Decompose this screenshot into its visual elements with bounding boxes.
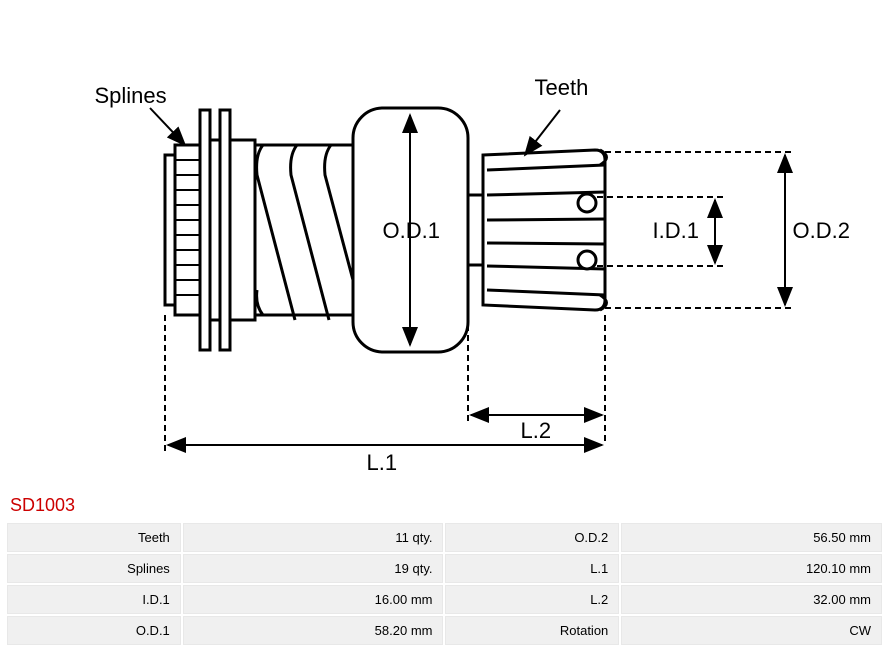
table-row: O.D.1 58.20 mm Rotation CW xyxy=(7,616,882,645)
spec-label: Rotation xyxy=(445,616,619,645)
spec-label: L.2 xyxy=(445,585,619,614)
spec-label: I.D.1 xyxy=(7,585,181,614)
spec-value: 58.20 mm xyxy=(183,616,444,645)
label-l1: L.1 xyxy=(367,450,398,476)
table-row: Splines 19 qty. L.1 120.10 mm xyxy=(7,554,882,583)
spec-value: 120.10 mm xyxy=(621,554,882,583)
spec-label: L.1 xyxy=(445,554,619,583)
spec-label: Teeth xyxy=(7,523,181,552)
label-od2: O.D.2 xyxy=(793,218,850,244)
table-row: Teeth 11 qty. O.D.2 56.50 mm xyxy=(7,523,882,552)
spec-value: CW xyxy=(621,616,882,645)
spec-value: 16.00 mm xyxy=(183,585,444,614)
label-splines: Splines xyxy=(95,83,167,109)
spec-value: 56.50 mm xyxy=(621,523,882,552)
diagram-container: Splines Teeth O.D.1 O.D.2 I.D.1 L.2 L.1 xyxy=(5,0,885,490)
label-id1: I.D.1 xyxy=(653,218,699,244)
technical-diagram xyxy=(5,0,885,490)
spec-table-body: Teeth 11 qty. O.D.2 56.50 mm Splines 19 … xyxy=(7,523,882,645)
table-row: I.D.1 16.00 mm L.2 32.00 mm xyxy=(7,585,882,614)
spec-label: O.D.2 xyxy=(445,523,619,552)
spec-label: Splines xyxy=(7,554,181,583)
label-od1: O.D.1 xyxy=(383,218,440,244)
spec-value: 32.00 mm xyxy=(621,585,882,614)
product-code: SD1003 xyxy=(10,495,889,516)
label-teeth: Teeth xyxy=(535,75,589,101)
spec-value: 19 qty. xyxy=(183,554,444,583)
label-l2: L.2 xyxy=(521,418,552,444)
spec-label: O.D.1 xyxy=(7,616,181,645)
spec-table: Teeth 11 qty. O.D.2 56.50 mm Splines 19 … xyxy=(5,521,884,647)
spec-value: 11 qty. xyxy=(183,523,444,552)
